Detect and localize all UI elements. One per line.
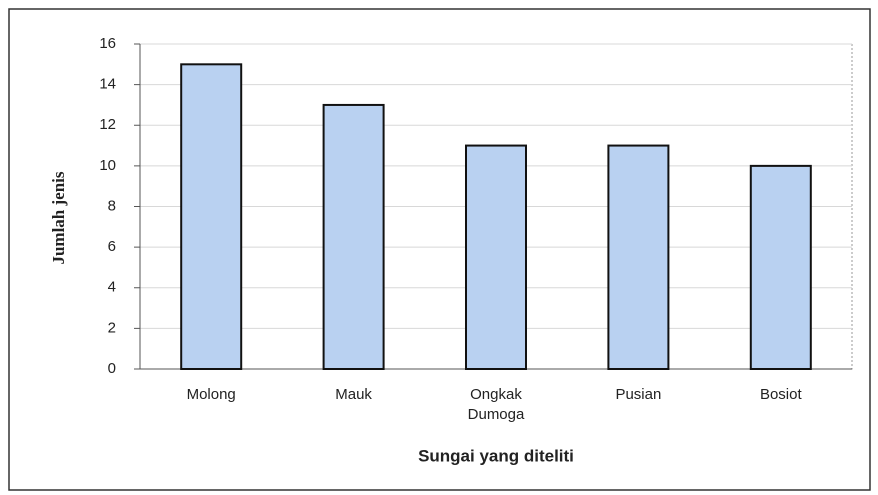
y-tick-label: 16 — [99, 35, 116, 52]
x-axis-label: Sungai yang diteliti — [418, 446, 574, 465]
y-tick-label: 6 — [108, 238, 116, 255]
y-tick-label: 2 — [108, 319, 116, 336]
chart-frame — [8, 8, 871, 491]
y-tick-label: 4 — [108, 279, 116, 296]
bar — [607, 144, 670, 370]
x-tick-label: Ongkak Dumoga — [467, 386, 525, 423]
y-tick-label: 10 — [99, 157, 116, 174]
x-tick-label: Bosiot — [759, 386, 802, 403]
bar — [180, 63, 243, 370]
y-tick-label: 0 — [108, 360, 116, 377]
bar — [322, 103, 385, 370]
bar — [465, 144, 527, 370]
y-tick-label: 12 — [99, 116, 116, 133]
x-tick-label: Molong — [186, 386, 236, 403]
y-tick-label: 14 — [99, 76, 116, 93]
y-tick-label: 8 — [108, 197, 116, 214]
x-tick-label: Mauk — [335, 386, 372, 403]
y-axis-label: Jumlah jenis — [49, 171, 68, 264]
bar — [749, 164, 812, 370]
x-tick-label: Pusian — [615, 386, 662, 403]
